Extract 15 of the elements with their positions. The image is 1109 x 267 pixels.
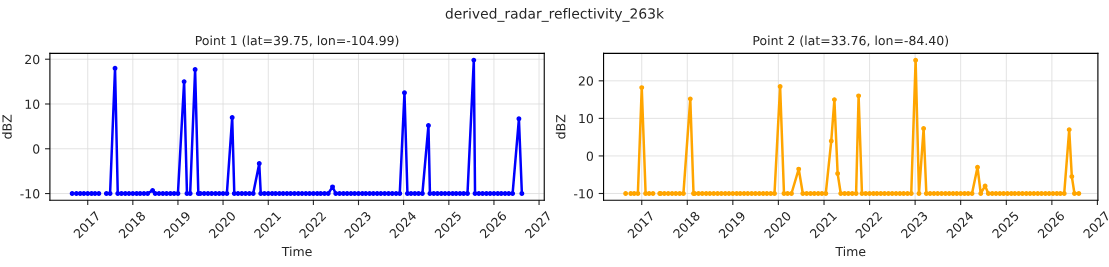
x-axis-title: Time xyxy=(281,246,312,257)
y-tick-label: -10 xyxy=(574,188,594,199)
text: derived_radar_reflectivity_263k xyxy=(445,8,664,22)
y-axis-title: dBZ xyxy=(555,114,566,139)
y-tick-label: 20 xyxy=(25,54,40,65)
y-tick-label: 10 xyxy=(579,113,594,124)
y-tick-label: 0 xyxy=(586,151,594,161)
y-tick-label: 10 xyxy=(25,99,40,109)
y-tick-label: 20 xyxy=(578,76,594,86)
y-axis-title: dBZ xyxy=(2,114,12,139)
y-tick-label: -10 xyxy=(20,189,40,199)
x-axis-title: Time xyxy=(835,246,866,257)
chart-title: Point 2 (lat=33.76, lon=-84.40) xyxy=(753,35,949,47)
y-tick-label: 0 xyxy=(33,144,40,154)
chart-title: Point 1 (lat=39.75, lon=-104.99) xyxy=(195,35,399,47)
